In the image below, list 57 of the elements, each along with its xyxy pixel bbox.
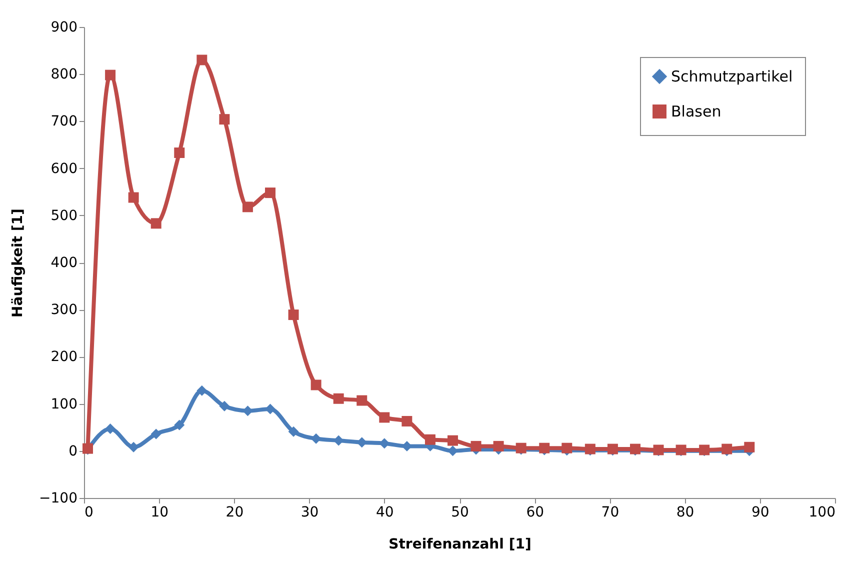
point [288,426,299,437]
legend-label: Schmutzpartikel [671,68,793,86]
x-tick-label: 0 [84,504,94,520]
point [288,310,299,320]
point [356,395,368,406]
point [379,438,390,449]
y-tick-label: 0 [68,443,78,460]
y-tick-label: 400 [50,255,78,271]
point [402,416,412,426]
point [470,440,482,452]
y-tick-label: 500 [50,208,78,224]
point [105,70,116,80]
point [265,404,276,414]
y-tick-label: 300 [50,302,78,318]
x-tick-label: 90 [751,504,770,520]
point [493,440,504,452]
y-tick-label: 100 [50,396,78,412]
y-axis-title: Häufigkeit [1] [10,208,26,318]
point [174,420,185,430]
point [333,393,344,404]
x-tick-label: 60 [526,504,544,520]
point [196,385,208,396]
y-tick-label: 700 [50,114,78,130]
point [310,433,322,444]
x-tick-label: 10 [150,504,169,520]
x-tick-label: 70 [601,504,620,520]
point [128,442,139,452]
point [105,424,116,434]
point [128,192,139,203]
x-tick-label: 30 [300,504,319,520]
legend-label: Blasen [671,102,722,120]
y-tick-label: 200 [50,349,78,366]
x-tick-label: 100 [808,504,836,520]
x-tick-label: 40 [376,504,394,520]
point [562,442,572,454]
point [219,400,230,412]
point [196,54,208,66]
x-tick-label: 50 [451,504,469,520]
point [310,380,322,390]
point [333,435,344,446]
point [174,148,185,158]
y-tick-label: 800 [50,66,78,83]
point [242,202,253,212]
point [265,188,276,198]
point [447,435,458,446]
point [424,434,436,445]
y-tick-label: −100 [39,490,78,506]
x-tick-label: 80 [676,504,694,520]
point [150,428,162,440]
x-axis-title: Streifenanzahl [1] [388,536,532,552]
point [744,442,755,452]
y-tick-label: 900 [50,20,78,36]
x-tick-label: 20 [226,504,244,520]
point [150,218,162,229]
point [379,412,390,423]
point [219,114,230,125]
y-tick-label: 600 [50,160,78,177]
